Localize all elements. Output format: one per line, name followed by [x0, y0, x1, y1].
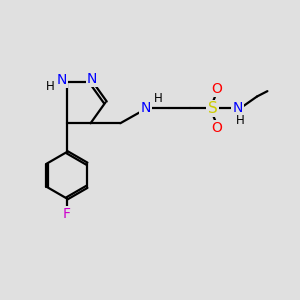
Text: O: O — [212, 82, 222, 96]
Text: S: S — [208, 101, 217, 116]
Text: F: F — [63, 207, 71, 221]
Text: N: N — [56, 73, 67, 87]
Text: H: H — [154, 92, 162, 105]
Text: N: N — [232, 101, 243, 116]
Text: H: H — [236, 114, 244, 128]
Text: H: H — [46, 80, 55, 94]
Text: O: O — [212, 121, 222, 135]
Text: N: N — [87, 72, 97, 86]
Text: N: N — [140, 101, 151, 116]
